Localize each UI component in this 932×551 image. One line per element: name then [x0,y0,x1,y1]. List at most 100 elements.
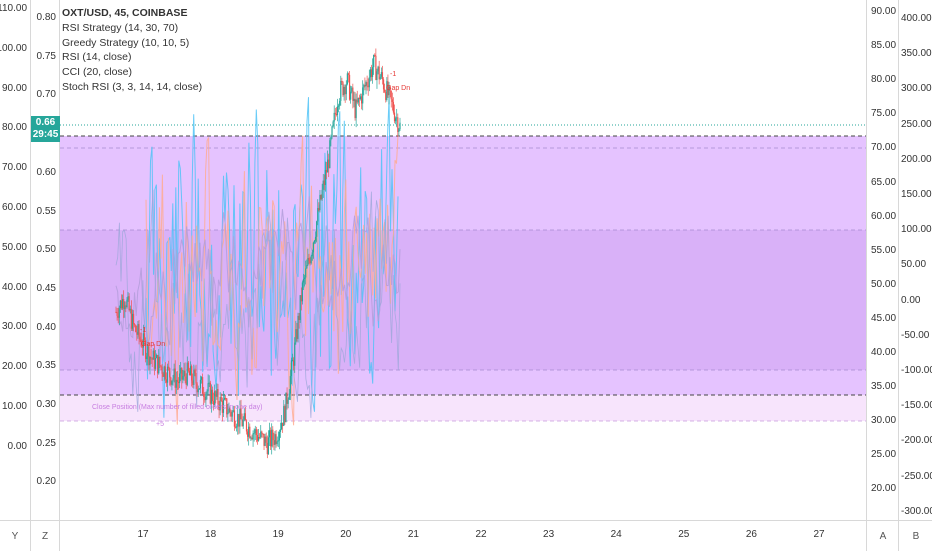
candle-body [341,80,343,83]
candle-body [263,433,265,446]
legend-cci[interactable]: CCI (20, close) [62,66,133,79]
plus-five-label: +5 [156,421,164,428]
candle-body [154,358,157,369]
candle-body [148,346,150,366]
rsi-scale-tick: 30.00 [1,321,27,333]
candle-body [162,373,164,377]
candle-body [169,368,171,378]
candle-body [352,87,354,101]
rsi-scale-tick: 50.00 [1,241,27,253]
candle-body [186,362,188,385]
candle-body [145,340,147,360]
candle-body [160,365,162,367]
rsi-scale-left[interactable]: 110.00 100.00 90.00 80.00 70.00 60.00 50.00 40.… [0,0,31,520]
candle-body [215,391,217,397]
candle-body [328,159,330,169]
candle-body [325,169,328,173]
candle-body [233,410,236,427]
candle-body [229,407,231,413]
gap-down-label-right: Gap Dn [386,85,410,92]
candle-body [305,268,307,278]
candle-body [307,257,309,266]
time-tick: 22 [475,529,487,540]
stoch-scale-right[interactable]: 90.00 85.00 80.00 75.00 70.00 65.00 60.00 55.00… [866,0,899,520]
candle-body [344,86,346,95]
candle-body [175,379,177,388]
candle-body [273,440,275,445]
candle-body [283,406,285,427]
legend-rsi[interactable]: RSI (14, close) [62,51,132,64]
candle-body [391,99,393,103]
candle-body [219,396,221,411]
candle-body [331,126,333,138]
time-tick: 20 [340,529,352,540]
candle-body [337,105,340,107]
chart-pane[interactable]: -1 Gap Dn +5 -1 Gap Dn [60,0,866,520]
candle-body [262,433,264,435]
candle-body [255,429,257,435]
candle-body [178,373,181,384]
candle-body [161,366,163,374]
scale-z-button[interactable]: Z [31,520,60,551]
candle-body [117,315,119,318]
cci-scale-tick: 400.00 [901,13,932,24]
close-position-label: Close Position (Max number of filled ord… [92,404,263,411]
stoch-scale-tick: 75.00 [871,108,897,120]
cci-scale-tick: 0.00 [901,294,921,306]
candle-body [377,66,379,72]
cci-scale-tick: -150.00 [901,400,932,412]
candle-body [238,413,240,427]
candle-body [152,350,154,360]
candle-body [170,377,172,385]
candle-body [225,398,227,400]
chart-legend: OXT/USD, 45, COINBASE RSI Strategy (14, … [62,6,202,95]
candle-body [243,413,245,420]
candle-body [310,256,312,264]
candle-body [293,360,295,366]
scale-a-button[interactable]: A [866,520,899,551]
candle-body [386,81,388,100]
legend-greedy-strategy[interactable]: Greedy Strategy (10, 10, 5) [62,36,190,49]
candle-body [265,436,267,443]
candle-body [289,376,291,394]
cci-scale-right[interactable]: 400.00 350.00 300.00 250.00 200.00 150.00 100.… [898,0,932,520]
legend-stoch-rsi[interactable]: Stoch RSI (3, 3, 14, 14, close) [62,80,203,93]
candle-body [120,300,123,309]
price-scale-left[interactable]: 0.800.750.700.650.600.550.500.450.400.35… [31,0,60,520]
scale-b-button[interactable]: B [898,520,932,551]
candle-body [134,324,136,326]
candle-body [274,434,276,445]
candle-body [193,370,195,385]
candle-body [168,366,170,369]
scale-y-button[interactable]: Y [0,520,31,551]
stoch-scale-tick: 70.00 [871,142,897,154]
candle-body [398,129,400,132]
cci-scale-tick: 300.00 [901,83,932,95]
candle-body [306,265,308,269]
legend-rsi-strategy[interactable]: RSI Strategy (14, 30, 70) [62,21,179,34]
symbol-title[interactable]: OXT/USD, 45, COINBASE [62,7,188,19]
candle-body [280,422,283,430]
chart-canvas[interactable]: -1 Gap Dn +5 -1 Gap Dn [60,0,866,520]
candle-body [277,440,279,442]
candle-body [296,329,298,339]
time-axis[interactable]: 17 18 19 20 21 22 23 24 25 26 27 [60,520,866,551]
candle-body [256,434,259,441]
candle-body [147,346,149,357]
candle-body [375,55,377,81]
candle-body [371,67,374,77]
rsi-line [115,196,401,346]
candle-body [214,391,216,405]
cci-scale-tick: 250.00 [901,118,932,130]
candle-body [220,396,222,402]
minus-one-label-right: -1 [390,71,396,78]
candle-body [188,370,191,376]
candle-body [399,122,401,130]
candle-body [321,189,323,200]
price-scale-tick: 0.40 [36,321,56,333]
candle-body [378,66,380,80]
candle-body [142,333,145,348]
cci-scale-tick: -250.00 [901,470,932,482]
candle-body [177,381,180,384]
candle-body [115,311,117,313]
